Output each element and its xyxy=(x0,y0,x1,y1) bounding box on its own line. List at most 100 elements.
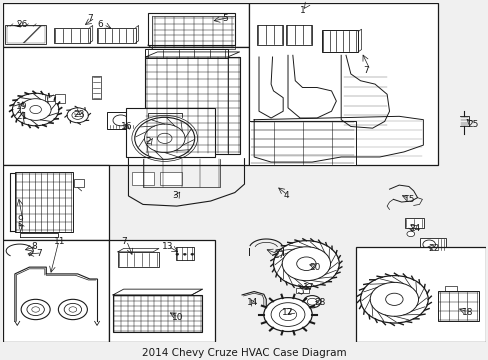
Bar xyxy=(132,172,154,185)
Text: 10: 10 xyxy=(172,314,183,323)
Bar xyxy=(160,172,181,185)
Circle shape xyxy=(21,299,50,320)
Bar xyxy=(3,3,249,47)
Text: 16: 16 xyxy=(121,122,132,131)
Bar xyxy=(15,172,73,231)
Text: 2014 Chevy Cruze HVAC Case Diagram: 2014 Chevy Cruze HVAC Case Diagram xyxy=(142,348,346,359)
Circle shape xyxy=(385,293,402,305)
Circle shape xyxy=(69,307,77,312)
Bar xyxy=(321,30,357,52)
Text: 12: 12 xyxy=(282,309,293,318)
Bar xyxy=(5,26,46,44)
Bar xyxy=(145,57,239,154)
Text: 14: 14 xyxy=(246,298,258,307)
Text: 23: 23 xyxy=(73,110,84,119)
Text: 21: 21 xyxy=(16,112,28,121)
Bar xyxy=(295,288,308,293)
Text: 27: 27 xyxy=(273,251,285,260)
Bar xyxy=(249,3,437,166)
Bar xyxy=(11,252,21,255)
Text: 11: 11 xyxy=(53,237,65,246)
Bar xyxy=(55,94,64,103)
Bar xyxy=(109,240,215,342)
Bar xyxy=(3,166,109,240)
Text: 19: 19 xyxy=(16,102,28,111)
Text: 2: 2 xyxy=(145,137,151,146)
Bar xyxy=(147,13,234,45)
Bar xyxy=(3,240,109,342)
Bar xyxy=(256,25,283,45)
Circle shape xyxy=(360,276,427,323)
Circle shape xyxy=(264,298,311,332)
Bar xyxy=(176,247,194,260)
Bar xyxy=(355,247,485,342)
Circle shape xyxy=(190,253,193,255)
Bar xyxy=(285,25,311,45)
Circle shape xyxy=(369,282,418,316)
Circle shape xyxy=(72,111,83,120)
Text: 3: 3 xyxy=(172,192,177,201)
Text: 17: 17 xyxy=(302,283,313,292)
Circle shape xyxy=(176,253,179,255)
Circle shape xyxy=(183,253,186,255)
Circle shape xyxy=(406,231,414,237)
Text: 7: 7 xyxy=(121,237,127,246)
Bar xyxy=(404,218,424,228)
Circle shape xyxy=(422,240,435,249)
Circle shape xyxy=(273,241,339,287)
Text: 1: 1 xyxy=(299,6,305,15)
Bar xyxy=(249,121,355,165)
Circle shape xyxy=(157,133,172,143)
Bar xyxy=(74,179,84,188)
Circle shape xyxy=(64,303,81,316)
Text: 7: 7 xyxy=(37,249,42,258)
Bar xyxy=(145,49,227,58)
Text: 7: 7 xyxy=(362,66,368,75)
Bar xyxy=(7,26,45,44)
Circle shape xyxy=(282,247,330,281)
Text: 8: 8 xyxy=(32,242,38,251)
Circle shape xyxy=(144,124,184,153)
Circle shape xyxy=(279,309,296,321)
Bar xyxy=(53,27,90,43)
Text: 9: 9 xyxy=(17,215,23,224)
Bar xyxy=(419,238,445,251)
Bar xyxy=(8,243,34,257)
Bar xyxy=(92,76,101,99)
Text: 7: 7 xyxy=(17,225,23,234)
Text: 22: 22 xyxy=(427,244,439,253)
Bar xyxy=(126,108,215,157)
Circle shape xyxy=(296,257,315,270)
Bar xyxy=(97,27,136,43)
Text: 26: 26 xyxy=(16,20,28,29)
Circle shape xyxy=(67,108,88,123)
Bar xyxy=(113,295,202,332)
Text: 7: 7 xyxy=(87,14,93,23)
Text: 28: 28 xyxy=(314,298,325,307)
Circle shape xyxy=(27,303,44,316)
Bar xyxy=(3,47,249,166)
Circle shape xyxy=(20,99,51,120)
Circle shape xyxy=(113,115,128,126)
Circle shape xyxy=(32,307,40,312)
Text: 5: 5 xyxy=(223,14,228,23)
Circle shape xyxy=(307,298,316,305)
Circle shape xyxy=(270,303,305,327)
Text: 25: 25 xyxy=(466,120,477,129)
Circle shape xyxy=(12,93,59,126)
Text: 18: 18 xyxy=(461,309,472,318)
Circle shape xyxy=(303,296,320,308)
Circle shape xyxy=(30,105,41,114)
Text: 13: 13 xyxy=(162,242,173,251)
Text: 4: 4 xyxy=(283,192,288,201)
Circle shape xyxy=(58,299,87,320)
Text: 6: 6 xyxy=(97,20,102,29)
Bar xyxy=(118,252,159,267)
Circle shape xyxy=(135,117,194,159)
Bar xyxy=(107,112,138,129)
Text: 20: 20 xyxy=(309,263,321,272)
Bar xyxy=(437,291,478,321)
Bar xyxy=(45,95,57,101)
Text: 15: 15 xyxy=(403,195,415,204)
Text: 24: 24 xyxy=(408,224,419,233)
